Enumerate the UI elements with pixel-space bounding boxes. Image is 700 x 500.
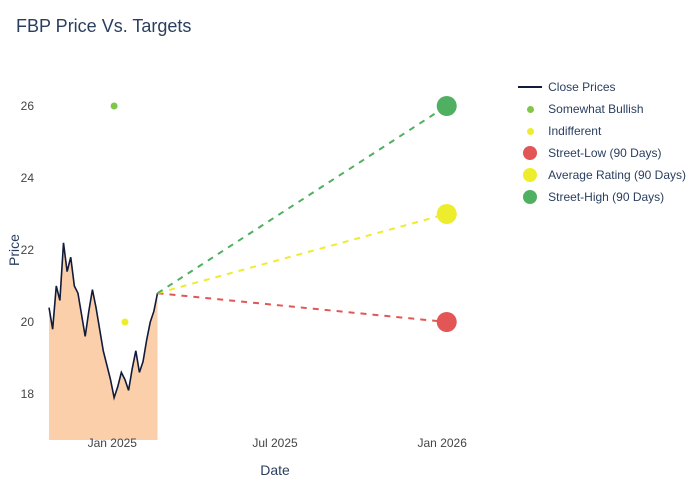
legend-line-swatch — [516, 86, 544, 88]
x-tick-label: Jul 2025 — [252, 436, 297, 450]
legend-item[interactable]: Close Prices — [516, 78, 686, 96]
y-tick-label: 18 — [21, 387, 34, 401]
chart-container: FBP Price Vs. Targets Price Date 1820222… — [0, 0, 700, 500]
close-prices-area — [49, 243, 157, 440]
legend-label: Average Rating (90 Days) — [548, 168, 686, 182]
somewhat-bullish-point — [111, 103, 118, 110]
legend-item[interactable]: Average Rating (90 Days) — [516, 166, 686, 184]
chart-title: FBP Price Vs. Targets — [16, 16, 191, 37]
legend-dot-swatch — [516, 190, 544, 204]
y-tick-label: 26 — [21, 99, 34, 113]
legend-item[interactable]: Indifferent — [516, 122, 686, 140]
y-tick-label: 24 — [21, 171, 34, 185]
y-tick-label: 22 — [21, 243, 34, 257]
legend-label: Indifferent — [548, 124, 601, 138]
target-avg-line — [158, 214, 447, 293]
legend-item[interactable]: Somewhat Bullish — [516, 100, 686, 118]
y-tick-label: 20 — [21, 315, 34, 329]
target-low-line — [158, 293, 447, 322]
legend-label: Street-Low (90 Days) — [548, 146, 661, 160]
legend-item[interactable]: Street-Low (90 Days) — [516, 144, 686, 162]
target-high-marker — [437, 96, 457, 116]
legend-label: Close Prices — [548, 80, 615, 94]
plot-area: 1820222426Jan 2025Jul 2025Jan 2026 — [40, 70, 510, 430]
legend-dot-swatch — [516, 168, 544, 182]
indifferent-point — [121, 319, 128, 326]
target-low-marker — [437, 312, 457, 332]
legend-item[interactable]: Street-High (90 Days) — [516, 188, 686, 206]
y-axis-label: Price — [6, 234, 22, 266]
legend: Close Prices Somewhat Bullish Indifferent S… — [516, 78, 686, 210]
target-avg-marker — [437, 204, 457, 224]
legend-label: Street-High (90 Days) — [548, 190, 664, 204]
legend-dot-swatch — [516, 146, 544, 160]
x-tick-label: Jan 2026 — [418, 436, 467, 450]
target-high-line — [158, 106, 447, 293]
legend-label: Somewhat Bullish — [548, 102, 643, 116]
chart-svg — [40, 70, 510, 430]
x-axis-label: Date — [260, 462, 290, 478]
legend-dot-swatch — [516, 128, 544, 135]
x-tick-label: Jan 2025 — [88, 436, 137, 450]
legend-dot-swatch — [516, 106, 544, 113]
